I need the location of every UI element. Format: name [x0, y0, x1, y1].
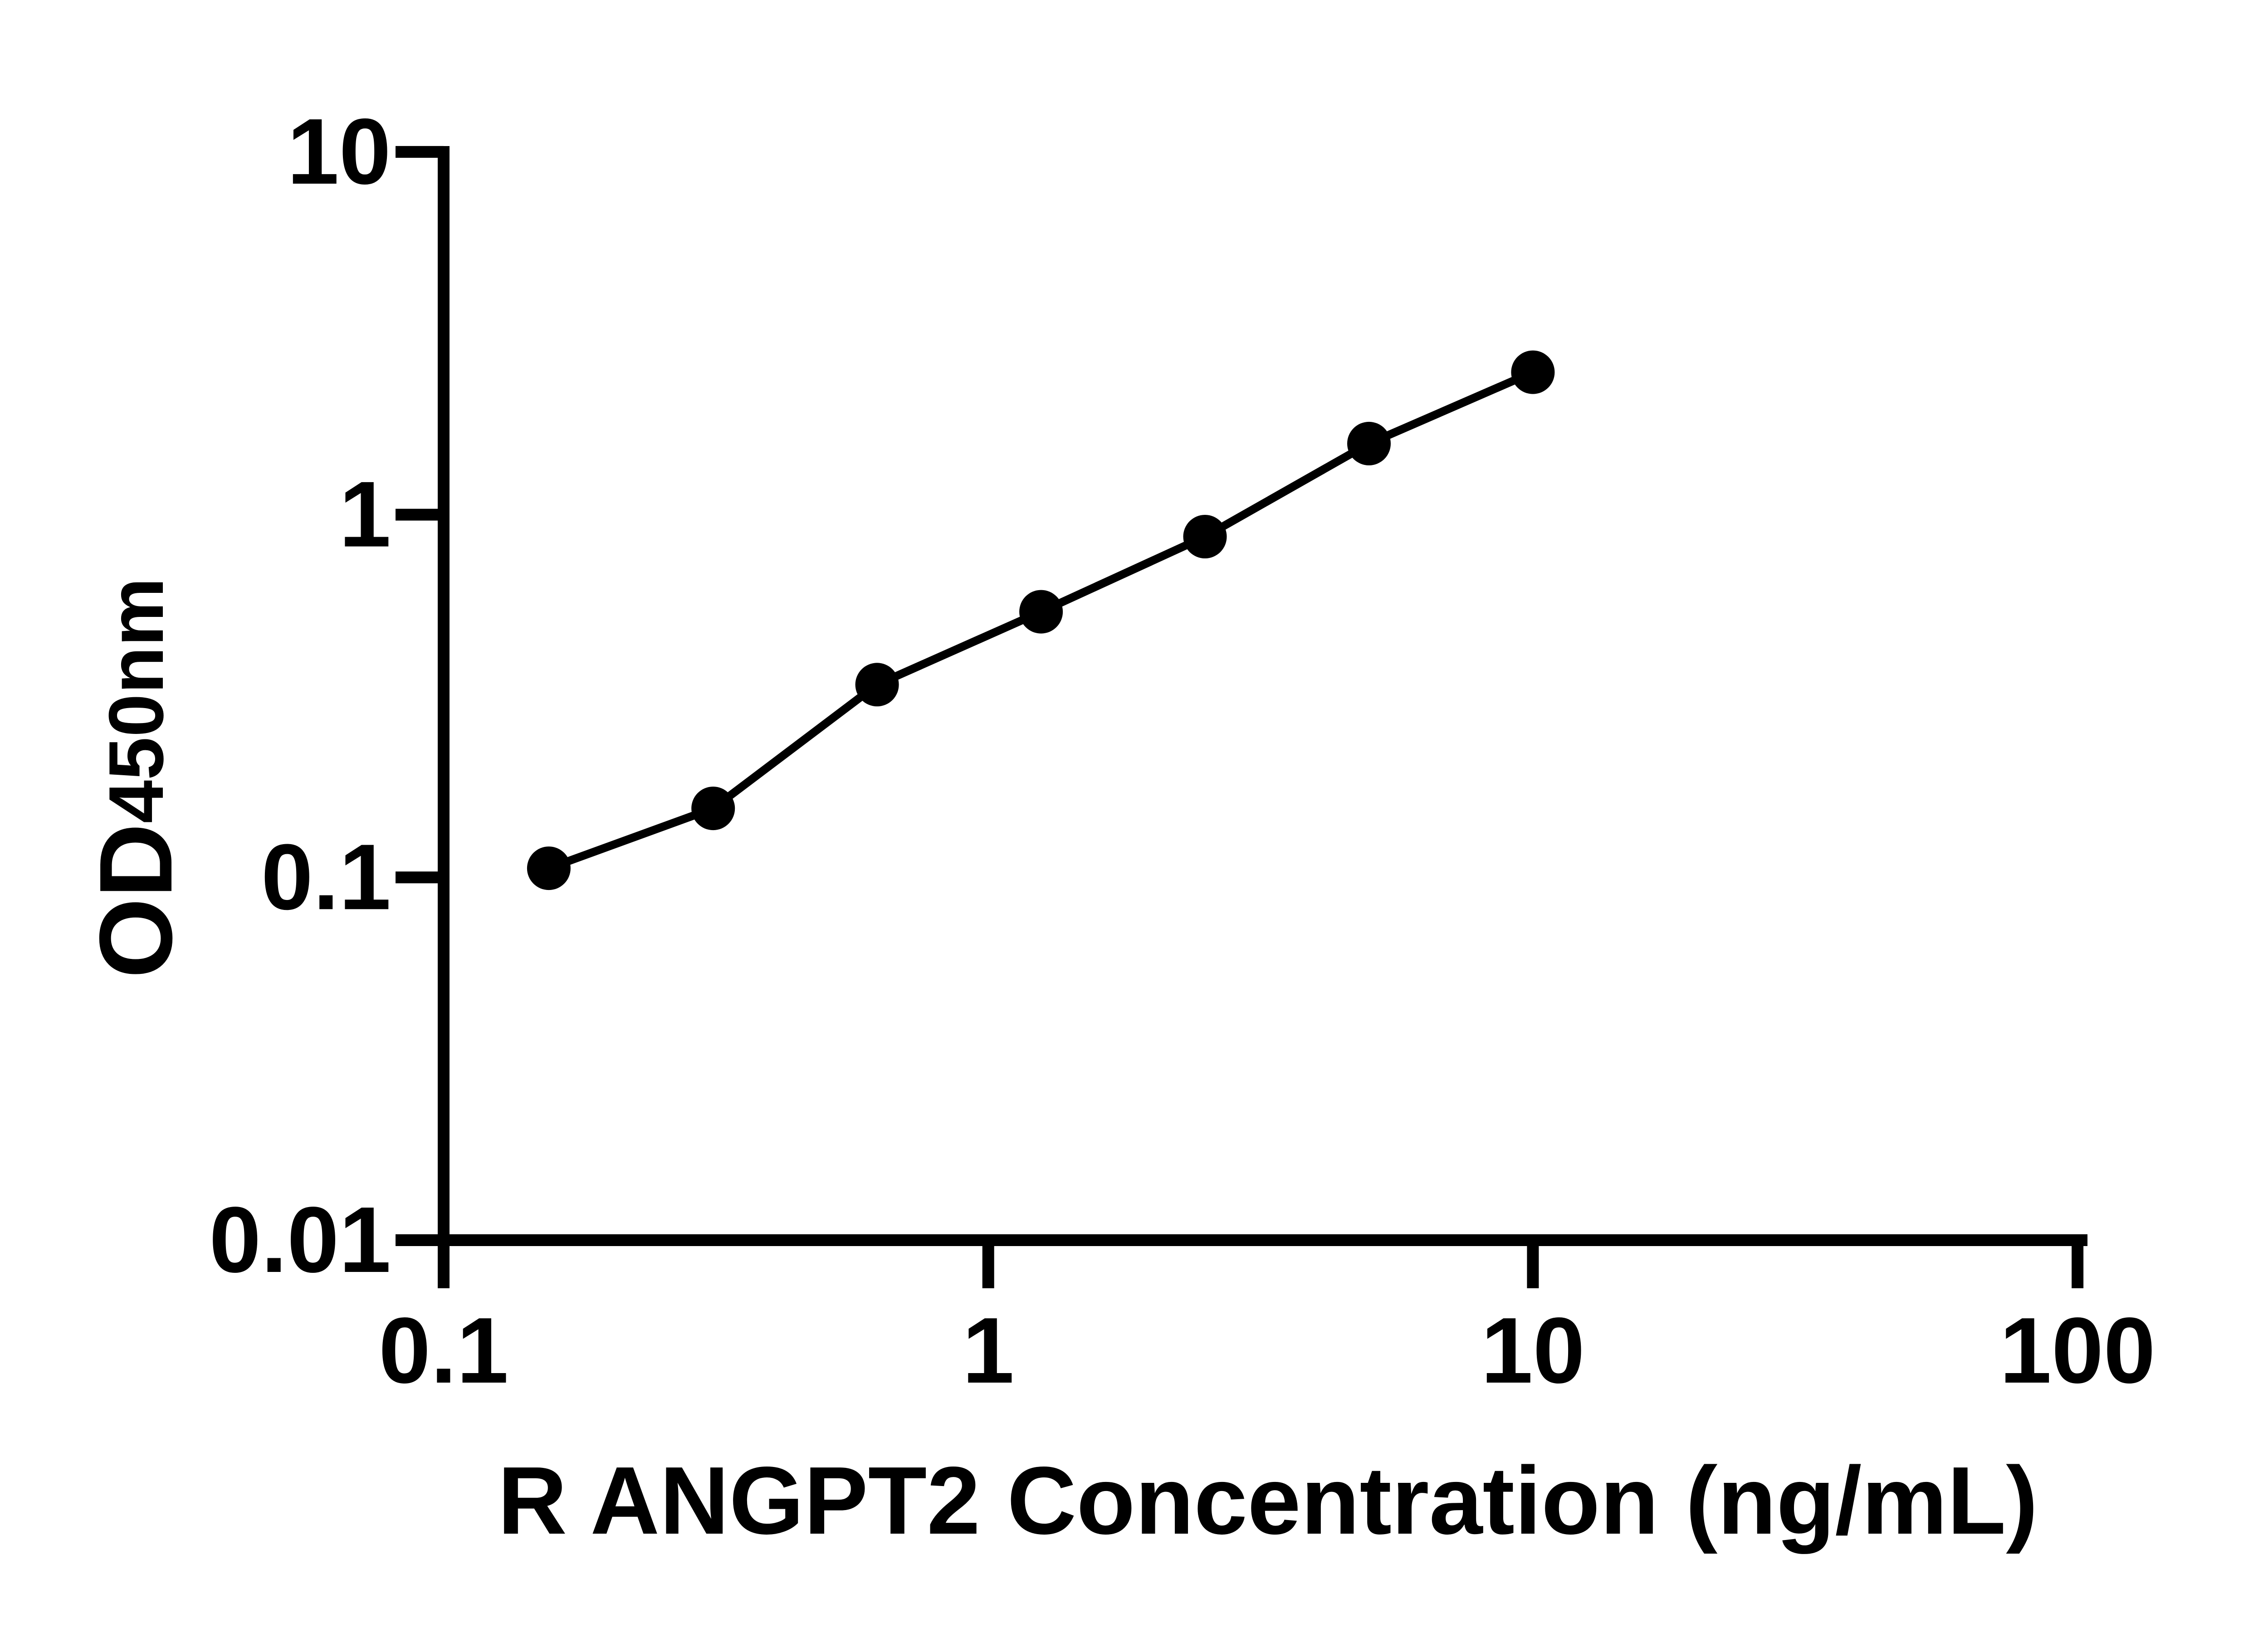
- x-tick-label: 0.1: [379, 1298, 508, 1403]
- data-point: [1183, 515, 1227, 558]
- y-axis-title: OD 450nm: [68, 460, 204, 1095]
- x-tick-label: 100: [1999, 1298, 2156, 1403]
- axis-spine: [438, 146, 2087, 1246]
- data-point: [527, 846, 571, 890]
- data-point: [1511, 350, 1555, 394]
- x-tick-label: 1: [962, 1298, 1014, 1403]
- data-point: [1019, 590, 1063, 634]
- y-tick-label: 0.1: [261, 825, 391, 929]
- data-point: [855, 663, 899, 707]
- x-tick-label: 10: [1481, 1298, 1585, 1403]
- x-axis-title: R ANGPT2 Concentration (ng/mL): [498, 1447, 2038, 1554]
- y-tick-label: 1: [339, 462, 391, 567]
- y-tick-label: 10: [287, 99, 391, 204]
- y-axis-title-main: OD: [78, 823, 194, 978]
- y-axis-title-subscript: 450nm: [93, 577, 180, 823]
- y-tick-label: 0.01: [209, 1188, 391, 1292]
- data-point: [1347, 421, 1391, 465]
- data-point: [691, 787, 735, 831]
